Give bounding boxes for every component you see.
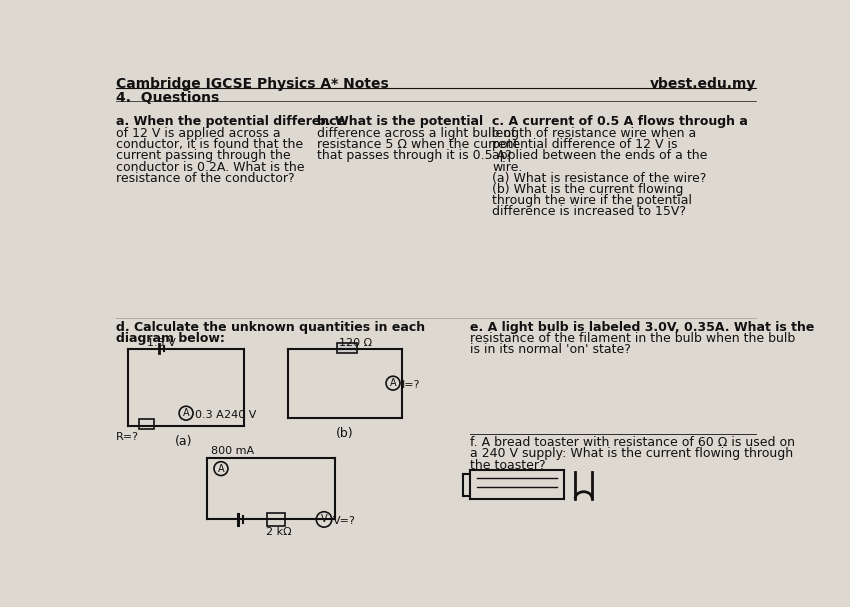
Text: current passing through the: current passing through the <box>116 149 290 163</box>
Text: wire.: wire. <box>492 161 523 174</box>
Text: A: A <box>218 464 224 473</box>
Text: 4.  Questions: 4. Questions <box>116 90 218 104</box>
Text: resistance 5 Ω when the current: resistance 5 Ω when the current <box>317 138 518 151</box>
Text: vbest.edu.my: vbest.edu.my <box>649 76 756 90</box>
Text: Cambridge IGCSE Physics A* Notes: Cambridge IGCSE Physics A* Notes <box>116 76 388 90</box>
Text: (a) What is resistance of the wire?: (a) What is resistance of the wire? <box>492 172 706 185</box>
Text: V=?: V=? <box>332 516 355 526</box>
Text: 120 Ω: 120 Ω <box>339 337 371 348</box>
Text: the toaster?: the toaster? <box>471 459 546 472</box>
Text: 1.5 V: 1.5 V <box>146 339 175 348</box>
Text: 0.3 A: 0.3 A <box>195 410 224 419</box>
Text: (b): (b) <box>336 427 354 440</box>
Text: a. When the potential difference: a. When the potential difference <box>116 115 345 128</box>
Text: V: V <box>320 515 327 524</box>
Bar <box>337 343 357 353</box>
Text: 2 kΩ: 2 kΩ <box>266 527 292 537</box>
Text: that passes through it is 0.5 A?: that passes through it is 0.5 A? <box>317 149 512 163</box>
Text: resistance of the filament in the bulb when the bulb: resistance of the filament in the bulb w… <box>471 332 796 345</box>
Text: resistance of the conductor?: resistance of the conductor? <box>116 172 294 185</box>
Text: f. A bread toaster with resistance of 60 Ω is used on: f. A bread toaster with resistance of 60… <box>471 436 796 449</box>
Text: conductor, it is found that the: conductor, it is found that the <box>116 138 303 151</box>
Text: 240 V: 240 V <box>224 410 257 419</box>
Text: potential difference of 12 V is: potential difference of 12 V is <box>492 138 677 151</box>
Text: difference is increased to 15V?: difference is increased to 15V? <box>492 205 686 219</box>
Text: A: A <box>389 378 396 388</box>
Text: diagram below:: diagram below: <box>116 332 224 345</box>
Text: c. A current of 0.5 A flows through a: c. A current of 0.5 A flows through a <box>492 115 748 128</box>
Bar <box>268 512 285 526</box>
Text: through the wire if the potential: through the wire if the potential <box>492 194 692 207</box>
Text: applied between the ends of a the: applied between the ends of a the <box>492 149 707 163</box>
Text: conductor is 0.2A. What is the: conductor is 0.2A. What is the <box>116 161 304 174</box>
Text: difference across a light bulb of: difference across a light bulb of <box>317 127 516 140</box>
Text: A: A <box>183 408 190 418</box>
Text: 800 mA: 800 mA <box>211 446 254 456</box>
Text: of 12 V is applied across a: of 12 V is applied across a <box>116 127 280 140</box>
Text: e. A light bulb is labeled 3.0V, 0.35A. What is the: e. A light bulb is labeled 3.0V, 0.35A. … <box>471 320 815 334</box>
Text: (b) What is the current flowing: (b) What is the current flowing <box>492 183 683 196</box>
Text: I=?: I=? <box>401 380 420 390</box>
Bar <box>139 419 155 429</box>
Text: a 240 V supply: What is the current flowing through: a 240 V supply: What is the current flow… <box>471 447 794 461</box>
Text: length of resistance wire when a: length of resistance wire when a <box>492 127 696 140</box>
Text: d. Calculate the unknown quantities in each: d. Calculate the unknown quantities in e… <box>116 320 425 334</box>
Text: R=?: R=? <box>116 432 139 442</box>
Text: is in its normal 'on' state?: is in its normal 'on' state? <box>471 343 632 356</box>
Text: b. What is the potential: b. What is the potential <box>317 115 483 128</box>
Text: (a): (a) <box>175 435 192 448</box>
